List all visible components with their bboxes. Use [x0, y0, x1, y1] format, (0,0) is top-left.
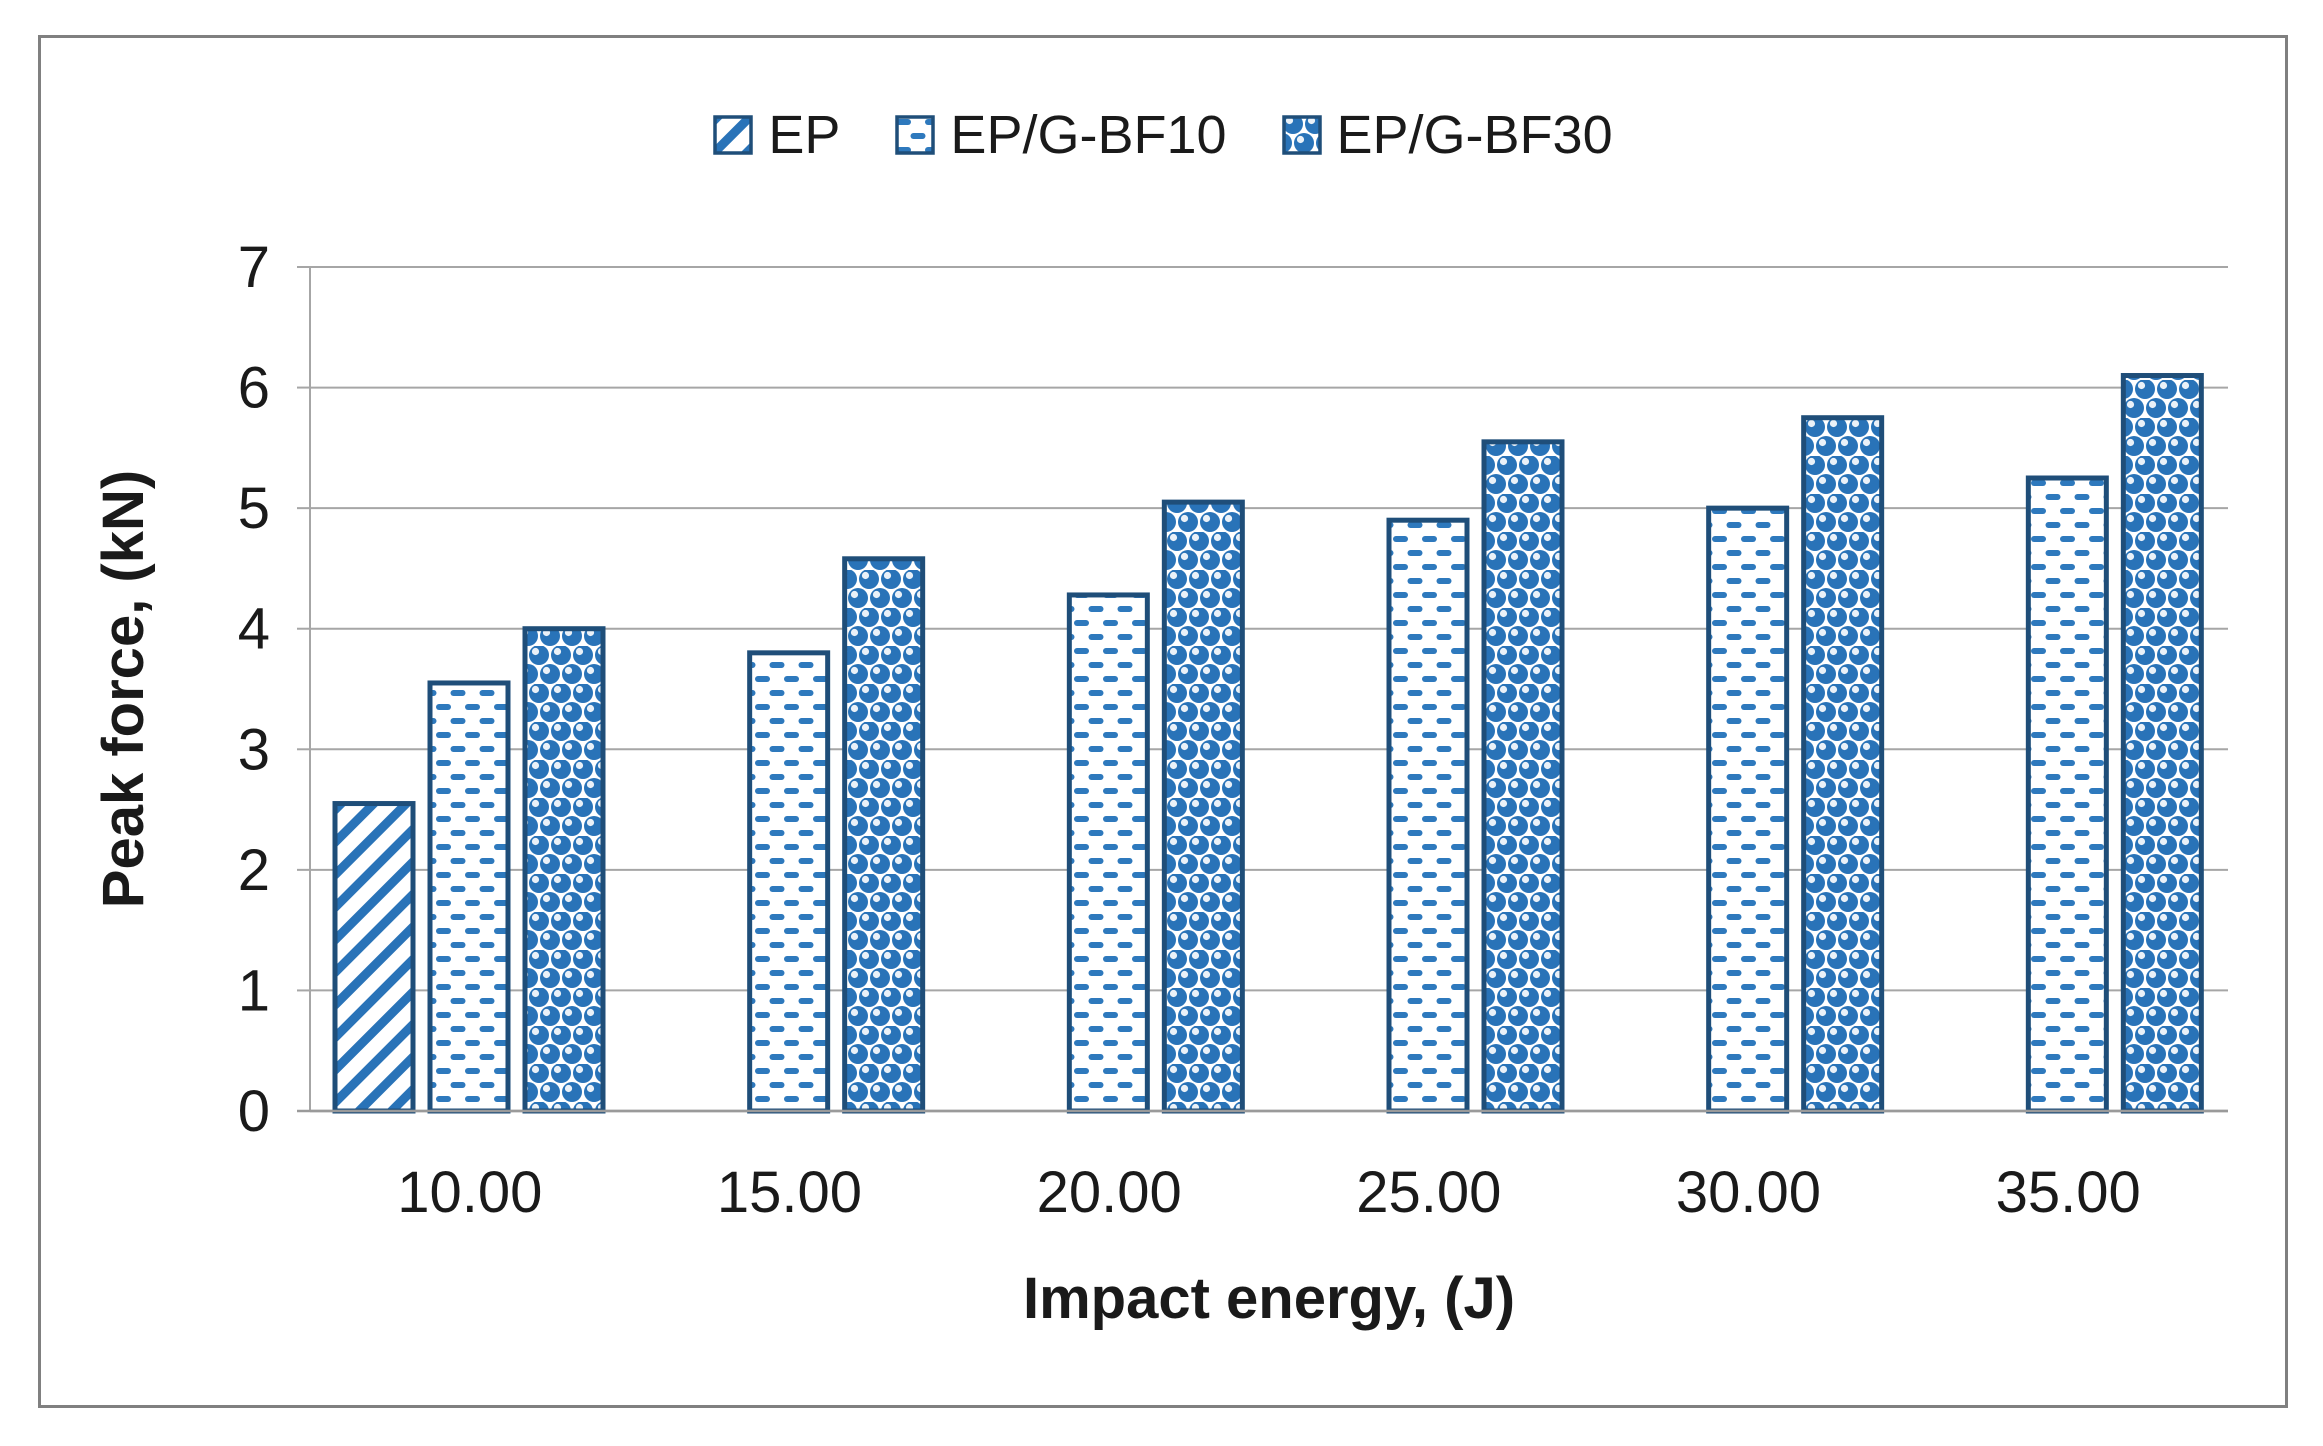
- bar-bf10-25.00: [1386, 517, 1470, 1114]
- legend-marker-sphere-icon: [1281, 115, 1322, 155]
- y-tick-label-7: 7: [238, 235, 270, 300]
- bar-bf10-35.00: [2025, 475, 2109, 1114]
- x-tick-label-25.00: 25.00: [1356, 1160, 1501, 1225]
- legend-label-ep-g-bf10: EP/G-BF10: [950, 105, 1227, 165]
- y-axis-title: Peak force, (kN): [91, 469, 156, 909]
- x-tick-label-20.00: 20.00: [1037, 1160, 1182, 1225]
- y-tick-label-0: 0: [238, 1079, 270, 1144]
- x-tick-label-35.00: 35.00: [1996, 1160, 2141, 1225]
- x-tick-label-15.00: 15.00: [717, 1160, 862, 1225]
- legend-label-ep: EP: [768, 105, 841, 165]
- bar-bf30-30.00: [1801, 415, 1885, 1114]
- bar-bf10-20.00: [1066, 592, 1150, 1114]
- legend-item-ep-g-bf10: EP/G-BF10: [895, 105, 1227, 165]
- x-tick-label-30.00: 30.00: [1676, 1160, 1821, 1225]
- legend-label-ep-g-bf30: EP/G-BF30: [1336, 105, 1613, 165]
- bar-bf10-15.00: [747, 650, 831, 1114]
- bar-bf30-20.00: [1161, 499, 1245, 1114]
- y-tick-label-2: 2: [238, 838, 270, 903]
- y-tick-label-5: 5: [238, 476, 270, 541]
- bar-bf30-10.00: [522, 626, 606, 1114]
- legend-marker-dash-icon: [895, 115, 936, 155]
- x-tick-label-10.00: 10.00: [397, 1160, 542, 1225]
- bar-bf30-35.00: [2120, 373, 2204, 1114]
- legend-marker-diagonal-stripe-icon: [713, 115, 754, 155]
- y-tick-label-3: 3: [238, 717, 270, 782]
- chart-legend: EP EP/G-BF10 EP/G-BF30: [38, 108, 2288, 162]
- bar-bf30-15.00: [842, 556, 926, 1114]
- legend-item-ep-g-bf30: EP/G-BF30: [1281, 105, 1613, 165]
- y-tick-label-6: 6: [238, 356, 270, 421]
- bar-bf10-30.00: [1706, 505, 1790, 1114]
- y-tick-label-4: 4: [238, 597, 270, 662]
- x-axis-title: Impact energy, (J): [1022, 1266, 1516, 1331]
- bar-ep-10.00: [332, 801, 416, 1114]
- legend-item-ep: EP: [713, 108, 840, 162]
- y-tick-label-1: 1: [238, 958, 270, 1023]
- bar-bf30-25.00: [1481, 439, 1565, 1114]
- bar-bf10-10.00: [427, 680, 511, 1114]
